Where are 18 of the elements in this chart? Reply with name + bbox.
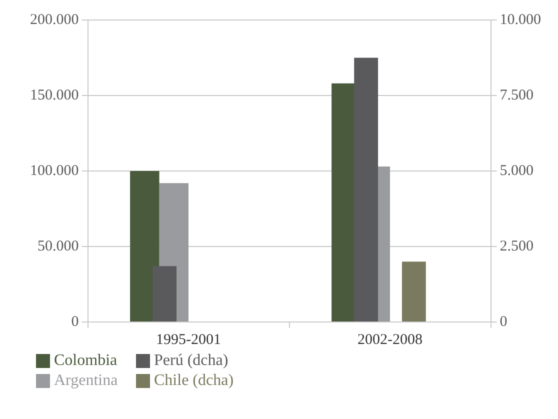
legend-label: Argentina bbox=[54, 372, 118, 390]
legend-label: Perú (dcha) bbox=[154, 352, 228, 370]
legend-label: Colombia bbox=[54, 352, 118, 370]
bar bbox=[402, 262, 426, 322]
x-tick-label: 2002-2008 bbox=[358, 332, 422, 348]
y2-tick-label: 10.000 bbox=[500, 12, 541, 28]
y2-tick-label: 5.000 bbox=[500, 162, 534, 179]
y2-tick-label: 2.500 bbox=[500, 238, 534, 254]
x-tick-label: 1995-2001 bbox=[156, 332, 221, 348]
y-tick-label: 50.000 bbox=[38, 238, 79, 254]
y2-tick-label: 7.500 bbox=[500, 87, 534, 104]
bar bbox=[130, 171, 160, 322]
y-tick-label: 150.000 bbox=[30, 87, 79, 104]
y-tick-label: 100.000 bbox=[30, 162, 79, 179]
y2-tick-label: 0 bbox=[500, 314, 508, 330]
y-tick-label: 0 bbox=[71, 314, 79, 330]
y-tick-label: 200.000 bbox=[30, 12, 79, 28]
legend-label: Chile (dcha) bbox=[154, 372, 234, 390]
